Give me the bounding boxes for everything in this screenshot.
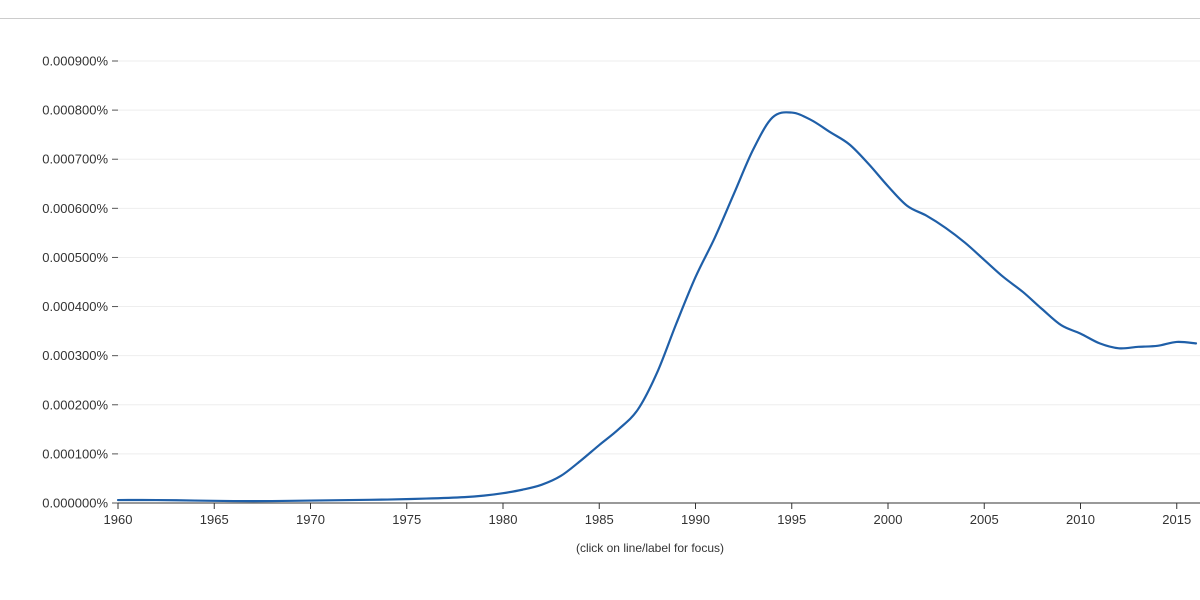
y-tick-label: 0.000300% xyxy=(42,348,108,363)
y-tick-label: 0.000000% xyxy=(42,496,108,511)
y-tick-label: 0.000100% xyxy=(42,446,108,461)
y-tick-label: 0.000900% xyxy=(42,54,108,69)
y-tick-label: 0.000400% xyxy=(42,299,108,314)
y-tick-label: 0.000700% xyxy=(42,152,108,167)
y-tick-label: 0.000800% xyxy=(42,103,108,118)
series-line[interactable] xyxy=(116,111,1198,503)
x-tick-label: 2005 xyxy=(970,512,999,527)
x-tick-label: 1960 xyxy=(104,512,133,527)
y-tick-label: 0.000600% xyxy=(42,201,108,216)
x-tick-label: 2010 xyxy=(1066,512,1095,527)
gridlines xyxy=(118,60,1200,455)
top-divider xyxy=(0,18,1200,19)
x-tick-label: 1975 xyxy=(392,512,421,527)
x-axis: 1960 1965 1970 1975 1980 1985 1990 1995 2000 2005… xyxy=(104,502,1200,527)
x-tick-label: 2015 xyxy=(1162,512,1191,527)
x-tick-label: 1985 xyxy=(585,512,614,527)
y-tick-label: 0.000500% xyxy=(42,250,108,265)
plot-area[interactable] xyxy=(116,111,1198,503)
y-axis: 0.000000% 0.000100% 0.000200% 0.000300% 0.00… xyxy=(42,54,118,511)
x-tick-label: 1980 xyxy=(489,512,518,527)
x-tick-label: 1970 xyxy=(296,512,325,527)
x-tick-label: 2000 xyxy=(874,512,903,527)
x-tick-label: 1995 xyxy=(777,512,806,527)
x-tick-label: 1990 xyxy=(681,512,710,527)
y-tick-label: 0.000200% xyxy=(42,397,108,412)
focus-hint: (click on line/label for focus) xyxy=(575,541,725,555)
x-tick-label: 1965 xyxy=(200,512,229,527)
